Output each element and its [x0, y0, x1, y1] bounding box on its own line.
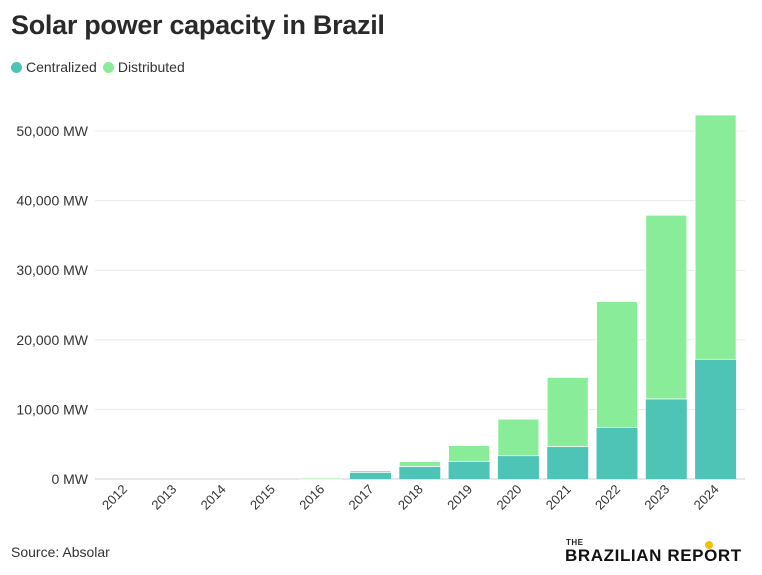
y-tick-label: 40,000 MW: [16, 193, 88, 209]
bar-distributed-2022: [596, 301, 638, 428]
x-tick-label: 2016: [296, 482, 327, 513]
legend-item-distributed[interactable]: Distributed: [102, 59, 185, 75]
legend-label-centralized: Centralized: [26, 59, 97, 75]
bar-distributed-2020: [497, 418, 540, 457]
x-tick-label: 2017: [346, 482, 377, 513]
x-tick-label: 2023: [641, 482, 672, 513]
legend: Centralized Distributed: [11, 59, 191, 75]
y-tick-label: 10,000 MW: [16, 401, 88, 417]
x-tick-label: 2015: [247, 482, 278, 513]
bar-distributed-2018: [398, 461, 441, 467]
bar-centralized-2019: [448, 461, 490, 479]
bar-distributed-2023: [645, 214, 688, 400]
source-note: Source: Absolar: [11, 544, 110, 560]
legend-swatch-centralized: [11, 61, 22, 73]
x-tick-label: 2022: [592, 482, 623, 513]
brand-dot-icon: [705, 541, 713, 549]
bar-distributed-2019: [448, 445, 491, 463]
bar-centralized-2017: [350, 472, 391, 479]
y-tick-label: 30,000 MW: [16, 262, 88, 278]
bar-centralized-2022: [596, 427, 638, 479]
x-tick-label: 2024: [691, 482, 722, 513]
legend-label-distributed: Distributed: [117, 59, 185, 75]
x-tick-label: 2012: [99, 482, 130, 513]
x-tick-label: 2020: [493, 482, 524, 513]
x-tick-label: 2013: [148, 482, 179, 513]
bar-centralized-2018: [399, 466, 441, 479]
brand-logo: THE BRAZILIAN REPORT: [565, 538, 755, 570]
brand-logo-name: BRAZILIAN REPORT: [565, 546, 742, 565]
brand-logo-small: THE: [566, 538, 584, 547]
x-tick-label: 2018: [395, 482, 426, 513]
bar-distributed-2017: [349, 470, 392, 473]
y-tick-label: 50,000 MW: [16, 123, 88, 139]
bar-distributed-2021: [546, 376, 589, 448]
bar-centralized-2021: [547, 446, 589, 479]
bar-centralized-2024: [695, 359, 737, 479]
bar-centralized-2020: [497, 455, 539, 479]
x-tick-label: 2019: [444, 482, 475, 513]
x-tick-label: 2014: [198, 482, 229, 513]
bar-centralized-2023: [645, 398, 687, 479]
legend-swatch-distributed: [102, 61, 114, 73]
legend-item-centralized[interactable]: Centralized: [11, 59, 97, 75]
x-tick-label: 2021: [543, 482, 574, 513]
y-tick-label: 0 MW: [51, 471, 88, 487]
chart-title: Solar power capacity in Brazil: [11, 10, 385, 40]
y-tick-label: 20,000 MW: [16, 332, 88, 348]
bar-distributed-2016: [300, 477, 343, 480]
bar-distributed-2024: [694, 114, 737, 360]
